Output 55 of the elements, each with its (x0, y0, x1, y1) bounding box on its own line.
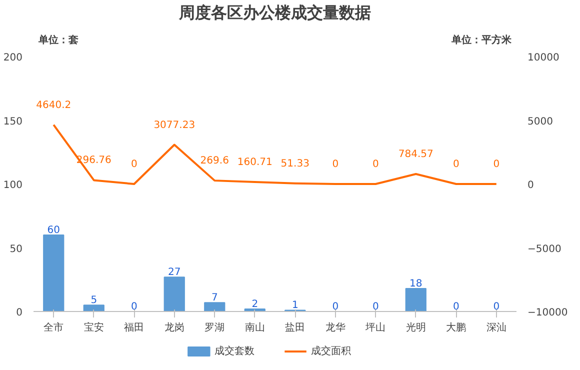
data-label: 51.33 (280, 158, 310, 170)
legend-label: 成交套数 (214, 345, 255, 357)
data-label: 5 (90, 295, 98, 306)
x-tick-label: 全市 (44, 322, 64, 334)
data-label: 7 (211, 292, 218, 304)
data-label: 0 (372, 159, 379, 170)
legend-label: 成交面积 (311, 345, 352, 357)
x-tick-label: 大鹏 (446, 322, 466, 334)
data-label: 0 (493, 159, 500, 170)
y-tick-label: 200 (3, 52, 23, 64)
bar (164, 276, 185, 312)
data-label: 60 (47, 225, 60, 236)
y2-tick-label: 10000 (528, 52, 560, 64)
x-tick-label: 罗湖 (204, 322, 225, 334)
data-label: 0 (452, 159, 460, 170)
y2-tick-label: −5000 (528, 244, 562, 255)
y2-tick-label: 5000 (528, 116, 553, 128)
data-label: 4640.2 (36, 100, 72, 111)
y-tick-label: 50 (10, 244, 23, 255)
x-tick-label: 龙岗 (164, 322, 184, 334)
bar (405, 288, 426, 312)
data-label: 0 (332, 159, 339, 170)
bar (43, 234, 64, 312)
data-label: 0 (372, 302, 379, 312)
x-tick-label: 龙华 (325, 322, 346, 334)
data-label: 269.6 (200, 156, 229, 167)
y2-tick-label: 0 (528, 180, 534, 191)
bar (83, 304, 104, 312)
data-label: 784.57 (398, 148, 434, 160)
data-label: 18 (410, 278, 422, 290)
data-label: 0 (130, 159, 138, 170)
data-label: 0 (130, 302, 138, 312)
data-label: 1 (292, 300, 298, 312)
y-tick-label: 0 (16, 308, 23, 318)
y-tick-label: 150 (3, 116, 23, 128)
y-tick-label: 100 (3, 180, 23, 191)
x-tick-label: 光明 (406, 322, 426, 334)
data-label: 0 (493, 302, 500, 312)
data-label: 27 (168, 267, 181, 278)
x-tick-label: 盐田 (285, 322, 306, 334)
x-tick-label: 福田 (124, 322, 144, 334)
data-label: 0 (332, 302, 339, 312)
text: 单位：平方米 (450, 34, 513, 46)
x-tick-label: 宝安 (84, 322, 104, 334)
data-label: 3077.23 (154, 120, 196, 131)
chart-title: 周度各区办公楼成交量数据 (178, 2, 371, 22)
data-label: 0 (452, 302, 460, 312)
x-tick-label: 坪山 (364, 322, 386, 334)
text: 单位：套 (37, 34, 78, 46)
x-tick-label: 深汕 (486, 322, 506, 334)
data-label: 2 (252, 298, 258, 310)
x-tick-label: 南山 (244, 322, 265, 334)
y2-tick-label: −10000 (528, 308, 568, 318)
bar (204, 302, 226, 312)
data-label: 160.71 (237, 156, 272, 168)
